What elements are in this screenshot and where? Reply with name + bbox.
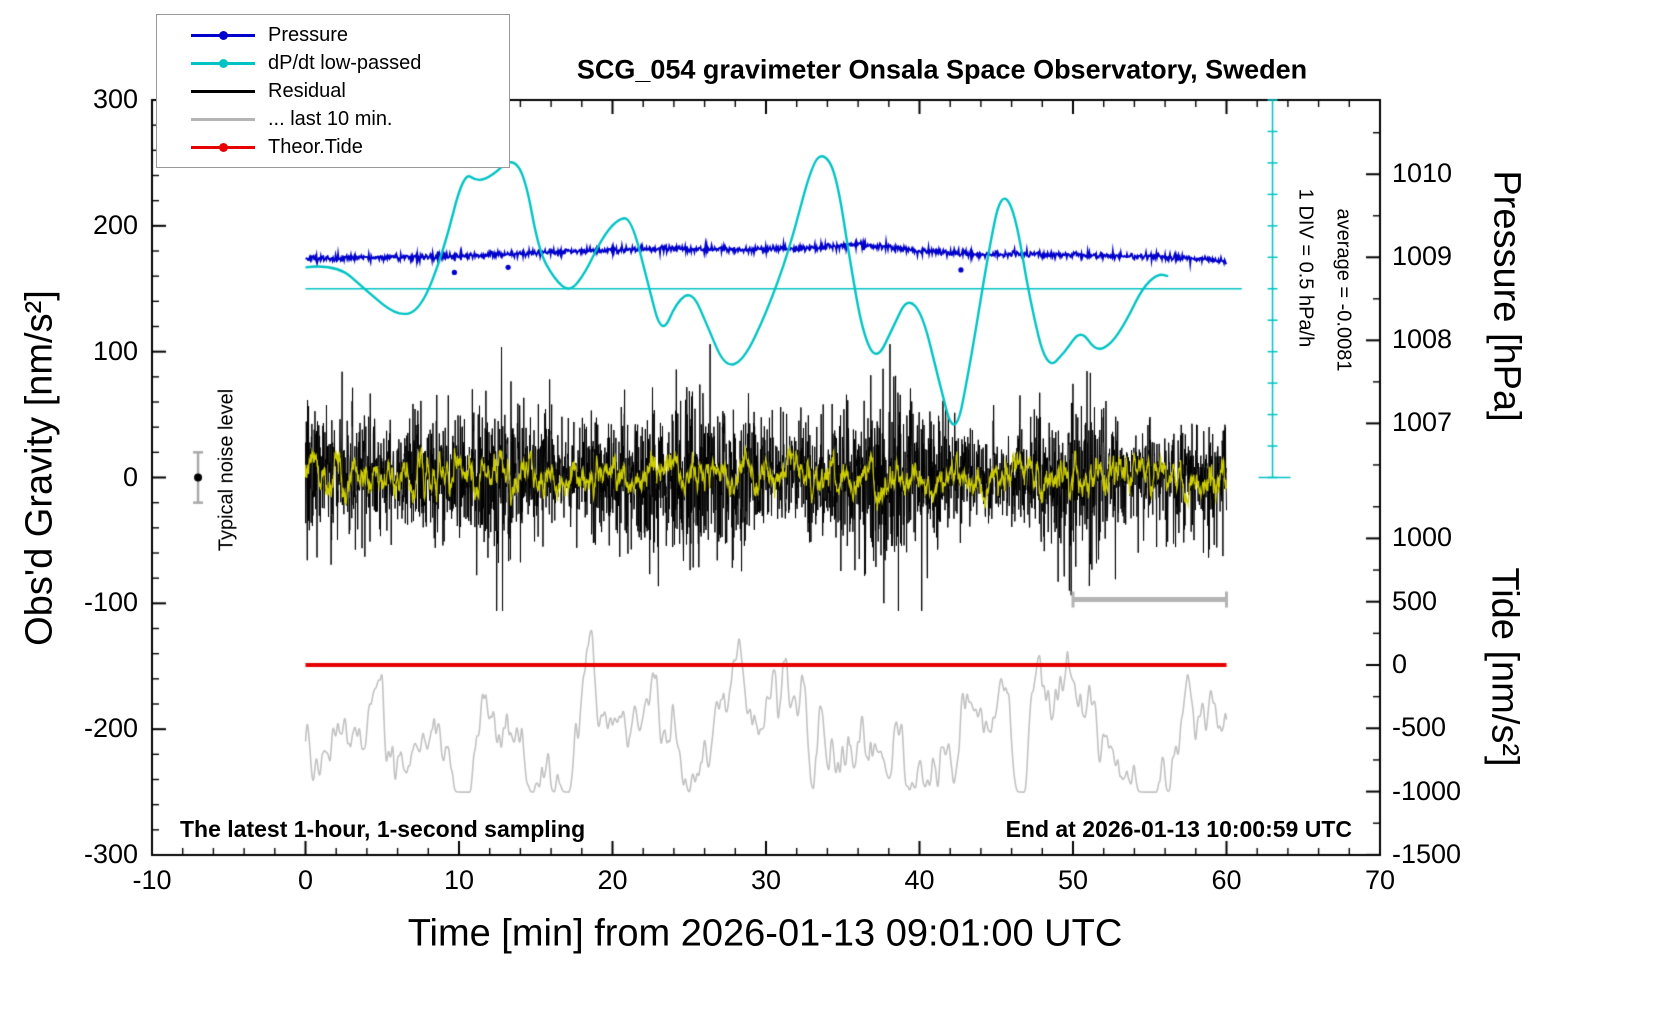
legend-marker-line [191,58,255,69]
legend-marker-line [191,30,255,41]
y-axis-title-tide: Tide [nm/s²] [1483,567,1526,767]
legend-label: dP/dt low-passed [268,51,422,74]
y-axis-title-pressure: Pressure [hPa] [1485,170,1528,422]
legend-item: dP/dt low-passed [157,50,509,77]
legend-label: ... last 10 min. [268,107,393,130]
y-tick-label: 100 [92,335,138,366]
legend-marker-line [191,142,255,153]
y-tick-label: -100 [83,587,138,618]
legend-item: Theor.Tide [157,134,509,161]
tide-tick-label: -1500 [1392,838,1462,869]
average-label: average = -0.0081 [1332,208,1355,372]
legend-item: Pressure [157,22,509,49]
legend-item: Residual [157,78,509,105]
pressure-tick-label: 1009 [1392,241,1453,272]
tide-tick-label: 0 [1392,648,1408,679]
legend-marker-dot-icon [219,142,228,152]
tide-tick-label: -1000 [1392,775,1462,806]
x-tick-label: 20 [597,865,628,895]
y-tick-label: 0 [122,461,138,492]
sampling-note: The latest 1-hour, 1-second sampling [180,816,586,842]
chart-title: SCG_054 gravimeter Onsala Space Observat… [576,54,1308,85]
y-tick-label: 200 [92,209,138,240]
legend: Pressure dP/dt low-passed Residual ... last… [156,14,510,168]
pressure-tick-label: 1008 [1392,324,1453,355]
div-scale-label: 1 DIV = 0.5 hPa/h [1294,188,1317,348]
y-tick-label: -200 [83,713,138,744]
x-tick-label: 60 [1211,865,1242,895]
x-tick-label: 10 [443,865,475,895]
tide-tick-label: -500 [1392,712,1447,743]
pressure-tick-label: 1007 [1392,407,1453,438]
x-tick-label: 40 [904,865,935,895]
legend-label: Residual [268,79,346,102]
pressure-tick-label: 1010 [1392,158,1453,189]
legend-label: Pressure [268,23,349,46]
legend-marker-line [191,86,255,97]
x-tick-label: -10 [132,865,172,895]
legend-label: Theor.Tide [268,135,363,158]
x-axis-title: Time [min] from 2026-01-13 09:01:00 UTC [407,912,1123,955]
y-axis-title-gravity: Obs'd Gravity [nm/s²] [18,290,61,646]
x-tick-label: 70 [1364,865,1396,895]
x-tick-label: 30 [750,865,782,895]
y-tick-label: 300 [92,84,138,114]
y-tick-label: -300 [83,839,138,869]
x-tick-label: 0 [297,865,314,895]
noise-level-label: Typical noise level [215,388,238,552]
legend-marker-line [191,114,255,125]
legend-marker-dot-icon [219,30,228,40]
legend-item: ... last 10 min. [157,106,509,133]
tide-tick-label: 500 [1392,585,1438,616]
end-time-note: End at 2026-01-13 10:00:59 UTC [1005,816,1352,842]
tide-tick-label: 1000 [1392,522,1453,553]
legend-marker-dot-icon [219,58,228,68]
x-tick-label: 50 [1057,865,1089,895]
